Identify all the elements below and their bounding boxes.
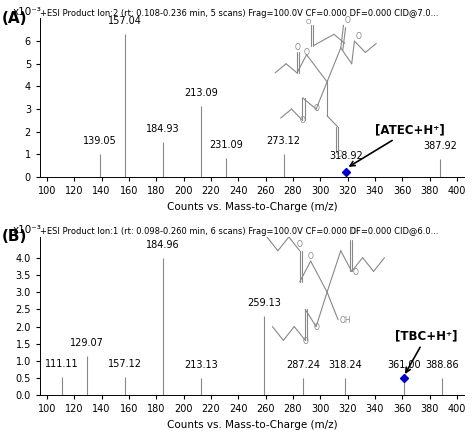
- Text: 157.12: 157.12: [108, 359, 142, 368]
- Text: x10⁻³: x10⁻³: [12, 7, 41, 17]
- Text: +ESI Product Ion:1 (rt: 0.098-0.260 min, 6 scans) Frag=100.0V CF=0.000 DF=0.000 : +ESI Product Ion:1 (rt: 0.098-0.260 min,…: [40, 227, 438, 236]
- Text: O: O: [305, 19, 310, 25]
- Text: 318.92: 318.92: [329, 151, 363, 161]
- Text: 184.96: 184.96: [146, 240, 180, 250]
- Text: O: O: [353, 268, 359, 277]
- Text: 184.93: 184.93: [146, 124, 180, 134]
- Text: 388.86: 388.86: [425, 361, 458, 370]
- X-axis label: Counts vs. Mass-to-Charge (m/z): Counts vs. Mass-to-Charge (m/z): [166, 420, 337, 430]
- Text: O: O: [313, 323, 319, 332]
- Text: (B): (B): [2, 229, 27, 244]
- X-axis label: Counts vs. Mass-to-Charge (m/z): Counts vs. Mass-to-Charge (m/z): [166, 201, 337, 212]
- Text: O: O: [304, 48, 310, 57]
- Text: O: O: [302, 337, 309, 346]
- Text: 157.04: 157.04: [108, 17, 142, 26]
- Text: O: O: [300, 116, 306, 125]
- Text: 259.13: 259.13: [247, 298, 281, 308]
- Text: OH: OH: [339, 316, 351, 325]
- Text: 139.05: 139.05: [83, 136, 117, 146]
- Text: O: O: [356, 32, 362, 41]
- Text: O: O: [345, 16, 351, 25]
- Text: x10⁻³: x10⁻³: [12, 225, 41, 236]
- Text: 361.00: 361.00: [387, 361, 420, 370]
- Text: 213.13: 213.13: [184, 361, 219, 370]
- Text: O: O: [297, 240, 303, 250]
- Text: 318.24: 318.24: [328, 361, 362, 370]
- Text: +ESI Product Ion:2 (rt: 0.108-0.236 min, 5 scans) Frag=100.0V CF=0.000 DF=0.000 : +ESI Product Ion:2 (rt: 0.108-0.236 min,…: [40, 9, 438, 17]
- Text: 213.09: 213.09: [184, 88, 219, 98]
- Text: O: O: [308, 253, 314, 261]
- Text: 273.12: 273.12: [266, 136, 301, 146]
- Text: 111.11: 111.11: [45, 359, 79, 368]
- Text: O: O: [294, 43, 300, 52]
- Text: O: O: [350, 226, 356, 236]
- Text: 287.24: 287.24: [286, 361, 320, 370]
- Text: [TBC+H⁺]: [TBC+H⁺]: [395, 329, 458, 372]
- Text: O: O: [313, 104, 319, 113]
- Text: (A): (A): [2, 10, 27, 25]
- Text: [ATEC+H⁺]: [ATEC+H⁺]: [350, 123, 445, 166]
- Text: 129.07: 129.07: [70, 338, 103, 348]
- Text: 231.09: 231.09: [209, 140, 243, 150]
- Text: O: O: [337, 149, 343, 159]
- Text: 387.92: 387.92: [423, 141, 457, 151]
